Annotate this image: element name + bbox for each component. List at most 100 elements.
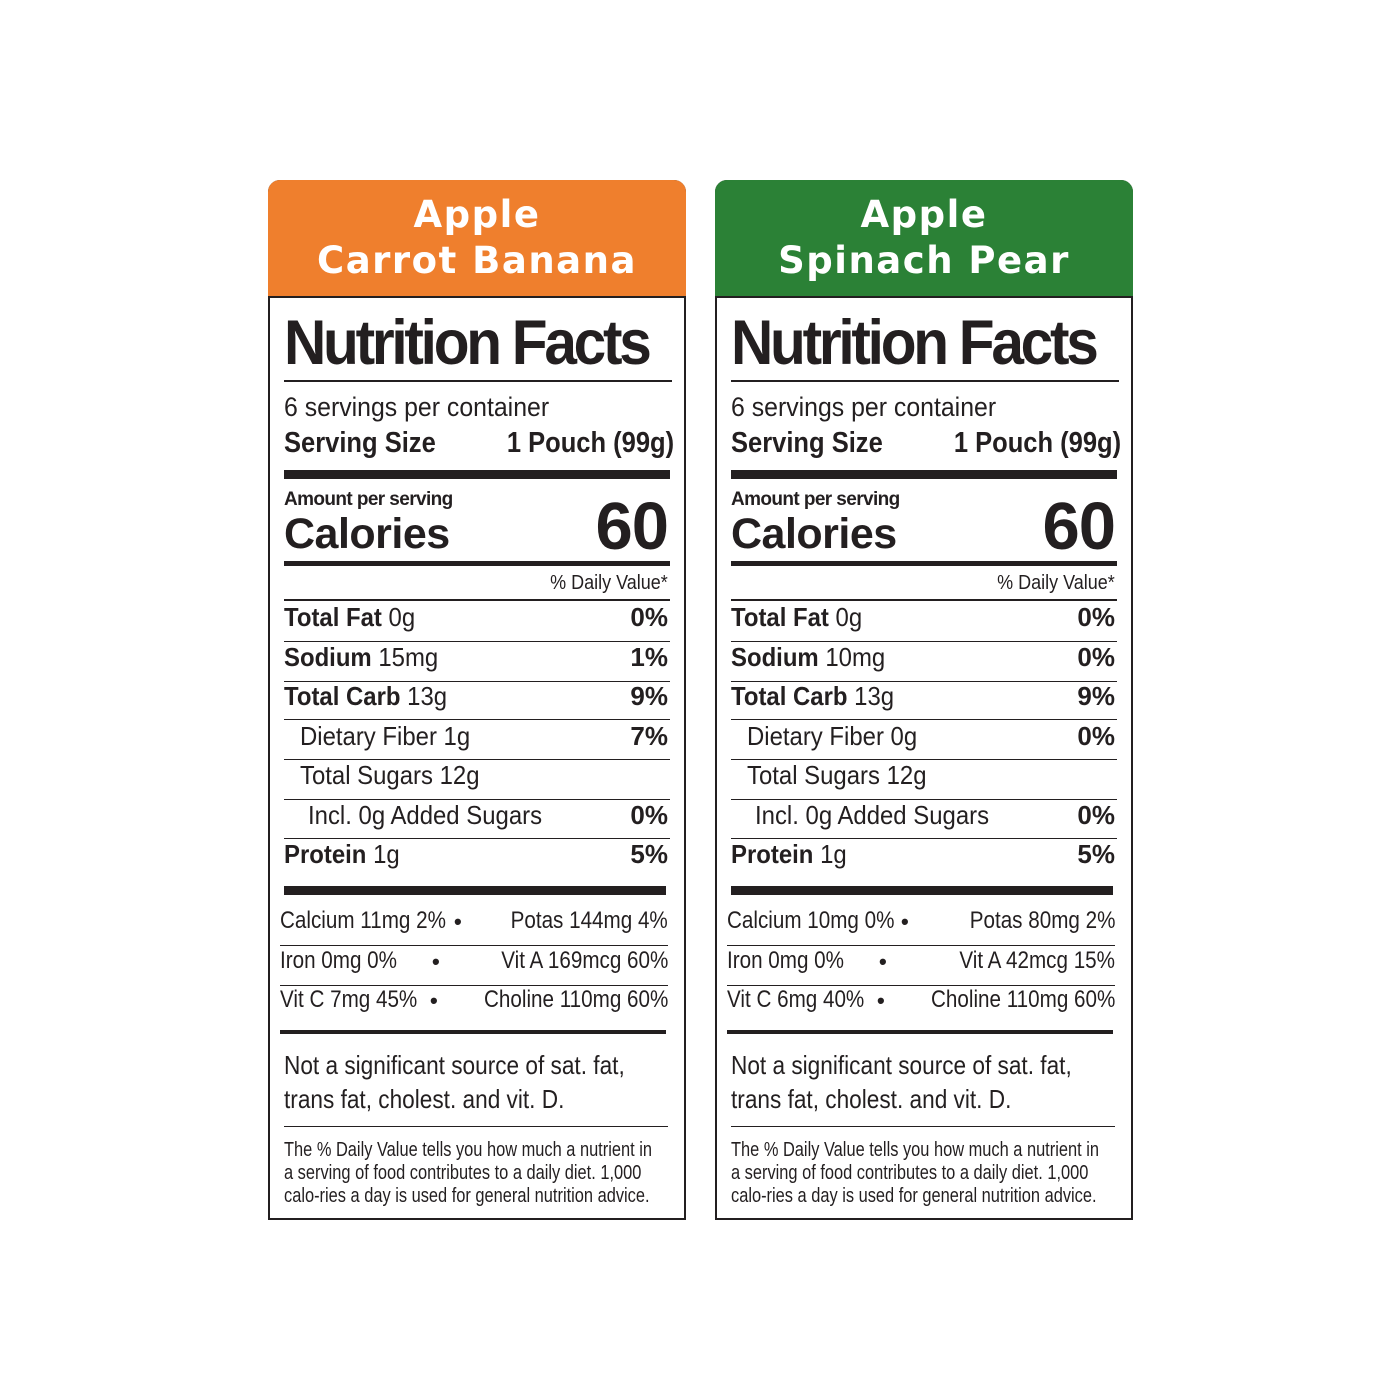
vitamin-right: Choline 110mg 60% <box>483 986 668 1013</box>
servings-per-container: 6 servings per container <box>284 392 550 422</box>
not-significant-note: Not a significant source of sat. fat, tr… <box>284 1050 625 1114</box>
nutrient-amount: 0g <box>388 602 416 632</box>
serving-size-value: 1 Pouch (99g) <box>953 427 1121 459</box>
divider <box>284 599 670 601</box>
servings-per-container: 6 servings per container <box>731 392 997 422</box>
nutrient-daily-value: 0% <box>1077 800 1115 830</box>
row-divider <box>284 759 670 760</box>
serving-size-value: 1 Pouch (99g) <box>506 427 674 459</box>
nutrient-name: Incl. 0g Added Sugars <box>755 800 990 830</box>
vitamin-right: Potas 144mg 4% <box>510 907 668 934</box>
serving-size-label: Serving Size <box>731 427 883 459</box>
nutrition-label-1: Apple Spinach Pear Nutrition Facts 6 serv… <box>715 180 1133 1220</box>
nutrient-name: Total Sugars 12g <box>747 760 927 790</box>
nutrient-name: Total Carb <box>284 681 401 711</box>
divider <box>284 1126 668 1127</box>
nutrient-name: Dietary Fiber 0g <box>747 721 918 751</box>
vitamin-left: Vit C 7mg 45% <box>280 986 418 1013</box>
nutrient-daily-value: 5% <box>1077 839 1115 869</box>
divider <box>731 380 1119 382</box>
nutrient-row: Total Sugars 12g <box>300 760 480 791</box>
thick-divider <box>731 886 1113 895</box>
vitamin-left: Vit C 6mg 40% <box>727 986 865 1013</box>
vitamin-right: Choline 110mg 60% <box>930 986 1115 1013</box>
nutrient-daily-value: 1% <box>630 642 668 672</box>
row-divider <box>284 799 670 800</box>
nutrient-name: Dietary Fiber 1g <box>300 721 471 751</box>
bullet-separator: • <box>430 988 438 1013</box>
nutrient-row: Total Fat 0g <box>284 602 415 633</box>
thick-divider <box>284 886 666 895</box>
nutrient-amount: 1g <box>820 839 847 869</box>
nutrient-name: Total Fat <box>284 602 382 632</box>
nutrition-facts-title: Nutrition Facts <box>731 308 1099 378</box>
row-divider <box>280 985 668 986</box>
nutrient-amount: 1g <box>373 839 400 869</box>
nutrient-name: Sodium <box>284 642 372 672</box>
row-divider <box>280 945 668 946</box>
vitamin-right: Potas 80mg 2% <box>969 907 1115 934</box>
nutrient-amount: 10mg <box>825 642 886 672</box>
product-name-line2: Carrot Banana <box>317 239 637 282</box>
divider <box>731 1126 1115 1127</box>
amount-per-serving: Amount per serving <box>731 489 900 510</box>
nutrient-name: Protein <box>284 839 367 869</box>
nutrition-label-0: Apple Carrot Banana Nutrition Facts 6 ser… <box>268 180 686 1220</box>
vitamin-left: Calcium 10mg 0% <box>727 907 895 934</box>
thick-divider <box>731 470 1117 479</box>
calories-label: Calories <box>731 510 897 558</box>
nutrient-row: Dietary Fiber 1g <box>300 721 470 752</box>
row-divider <box>284 719 670 720</box>
bullet-separator: • <box>901 909 909 934</box>
calories-label: Calories <box>284 510 450 558</box>
medium-divider <box>280 1030 666 1034</box>
divider <box>731 599 1117 601</box>
amount-per-serving: Amount per serving <box>284 489 453 510</box>
nutrient-amount: 0g <box>835 602 863 632</box>
daily-value-footnote: The % Daily Value tells you how much a n… <box>731 1139 1099 1207</box>
nutrient-row: Total Fat 0g <box>731 602 862 633</box>
nutrient-name: Sodium <box>731 642 819 672</box>
bullet-separator: • <box>432 949 440 974</box>
row-divider <box>727 985 1115 986</box>
nutrient-name: Protein <box>731 839 814 869</box>
nutrient-daily-value: 5% <box>630 839 668 869</box>
row-divider <box>731 681 1117 682</box>
daily-value-header: % Daily Value* <box>997 572 1115 594</box>
thick-divider <box>284 470 670 479</box>
bullet-separator: • <box>454 909 462 934</box>
product-banner: Apple Carrot Banana <box>268 180 686 298</box>
medium-divider <box>731 561 1117 566</box>
nutrient-row: Sodium 15mg <box>284 642 438 673</box>
vitamin-left: Iron 0mg 0% <box>280 947 398 974</box>
nutrient-row: Incl. 0g Added Sugars <box>755 800 989 831</box>
vitamin-left: Calcium 11mg 2% <box>280 907 446 934</box>
row-divider <box>731 838 1117 839</box>
row-divider <box>284 681 670 682</box>
row-divider <box>731 759 1117 760</box>
nutrient-row: Protein 1g <box>731 839 847 870</box>
medium-divider <box>284 561 670 566</box>
row-divider <box>284 838 670 839</box>
product-banner: Apple Spinach Pear <box>715 180 1133 298</box>
nutrient-name: Total Fat <box>731 602 829 632</box>
nutrient-amount: 13g <box>407 681 448 711</box>
daily-value-footnote: The % Daily Value tells you how much a n… <box>284 1139 652 1207</box>
row-divider <box>731 799 1117 800</box>
divider <box>284 380 672 382</box>
row-divider <box>731 719 1117 720</box>
nutrient-name: Total Carb <box>731 681 848 711</box>
nutrient-amount: 15mg <box>378 642 439 672</box>
row-divider <box>284 641 670 642</box>
nutrient-row: Total Sugars 12g <box>747 760 927 791</box>
nutrient-daily-value: 0% <box>1077 721 1115 751</box>
nutrient-daily-value: 0% <box>1077 642 1115 672</box>
nutrient-amount: 13g <box>854 681 895 711</box>
not-significant-note: Not a significant source of sat. fat, tr… <box>731 1050 1072 1114</box>
nutrient-row: Protein 1g <box>284 839 400 870</box>
product-name-line1: Apple <box>860 193 988 236</box>
nutrition-facts-title: Nutrition Facts <box>284 308 652 378</box>
nutrient-row: Total Carb 13g <box>284 681 447 712</box>
nutrient-daily-value: 0% <box>630 800 668 830</box>
bullet-separator: • <box>877 988 885 1013</box>
